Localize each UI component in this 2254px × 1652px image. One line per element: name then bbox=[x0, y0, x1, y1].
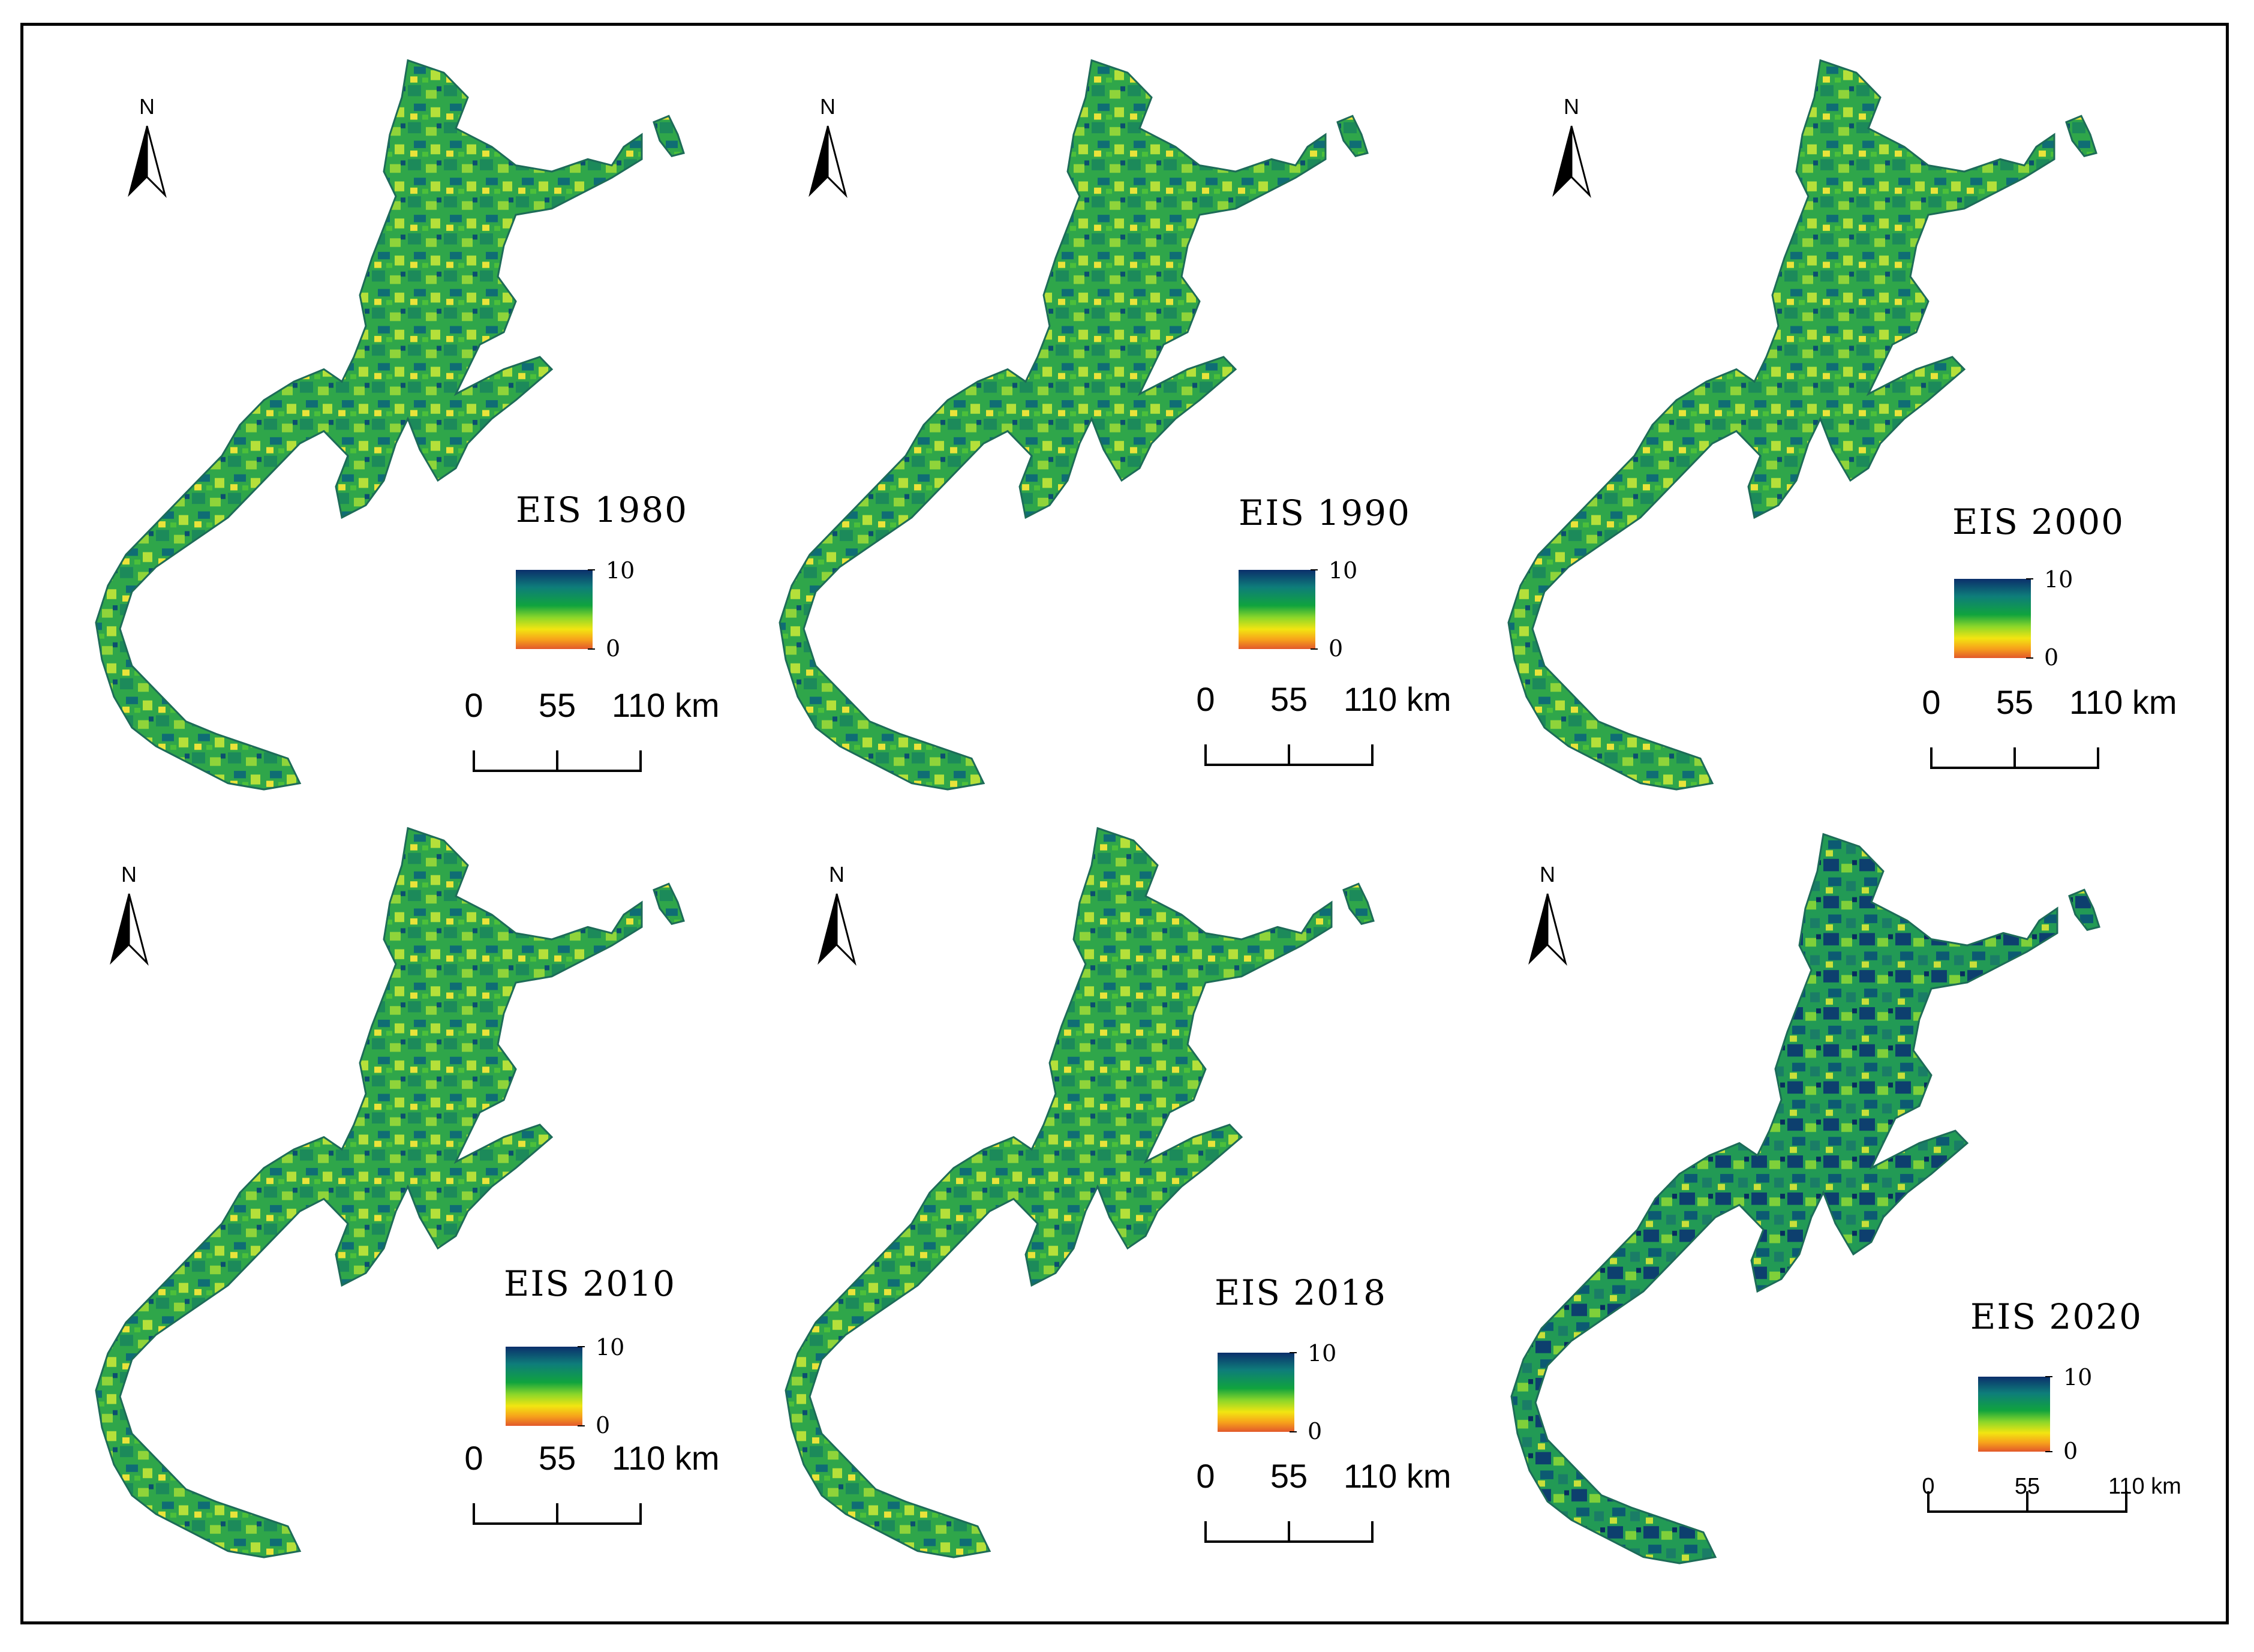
region-shape bbox=[1510, 833, 2058, 1564]
map-title: EIS 2000 bbox=[1952, 501, 2124, 542]
scale-tick-label: 0 bbox=[1196, 1457, 1215, 1495]
region-map bbox=[1510, 833, 2100, 1564]
scale-tick-label: 110 km bbox=[1344, 680, 1451, 718]
island-shape bbox=[1342, 882, 1375, 925]
region-map bbox=[779, 59, 1369, 791]
north-arrow-icon: N bbox=[110, 862, 149, 966]
north-label: N bbox=[1540, 862, 1555, 887]
north-arrow-icon: N bbox=[128, 94, 167, 198]
map-title: EIS 2020 bbox=[1970, 1296, 2142, 1337]
map-title: EIS 2010 bbox=[504, 1263, 676, 1304]
north-label: N bbox=[1564, 94, 1579, 119]
north-label: N bbox=[820, 94, 836, 119]
scale-tick-label: 55 bbox=[1270, 680, 1308, 718]
map-panel: N EIS 1980 10 0 0 55 110 km bbox=[95, 59, 719, 791]
north-arrow-icon: N bbox=[1528, 862, 1567, 966]
north-label: N bbox=[121, 862, 137, 887]
scale-bar: 0 55 110 km bbox=[1196, 680, 1451, 766]
legend-min-label: 0 bbox=[1329, 635, 1343, 662]
island-shape bbox=[2065, 115, 2097, 157]
legend-min-label: 0 bbox=[2044, 644, 2058, 671]
region-map bbox=[1507, 59, 2097, 791]
region-shape bbox=[95, 59, 643, 791]
north-label: N bbox=[829, 862, 845, 887]
scale-tick-label: 110 km bbox=[612, 1439, 719, 1477]
region-shape bbox=[785, 827, 1333, 1558]
scale-bar: 0 55 110 km bbox=[1922, 683, 2177, 769]
region-shape bbox=[779, 59, 1327, 791]
region-shape bbox=[1507, 59, 2055, 791]
color-ramp-legend bbox=[516, 570, 593, 649]
color-ramp-legend bbox=[1978, 1377, 2050, 1452]
map-panel: N EIS 1990 10 0 0 55 110 km bbox=[779, 59, 1451, 791]
legend-max-label: 10 bbox=[1329, 557, 1357, 584]
island-shape bbox=[2068, 888, 2100, 931]
region-map bbox=[785, 827, 1375, 1558]
legend-max-label: 10 bbox=[596, 1334, 624, 1360]
scale-tick-label: 55 bbox=[1996, 683, 2033, 721]
island-shape bbox=[1336, 115, 1369, 157]
color-ramp-legend bbox=[1239, 570, 1315, 649]
north-arrow-icon: N bbox=[809, 94, 847, 198]
region-shape bbox=[95, 827, 643, 1558]
legend-min-label: 0 bbox=[596, 1412, 610, 1438]
scale-bar: 0 55 110 km bbox=[1196, 1457, 1451, 1543]
legend-min-label: 0 bbox=[1308, 1418, 1322, 1444]
scale-tick-label: 55 bbox=[539, 686, 576, 724]
scale-tick-label: 110 km bbox=[2069, 683, 2177, 721]
north-arrow-icon: N bbox=[1552, 94, 1591, 198]
island-shape bbox=[653, 115, 685, 157]
scale-tick-label: 55 bbox=[539, 1439, 576, 1477]
region-map bbox=[95, 59, 685, 791]
legend-max-label: 10 bbox=[606, 557, 635, 584]
legend-max-label: 10 bbox=[1308, 1340, 1336, 1366]
scale-tick-label: 0 bbox=[464, 1439, 483, 1477]
map-panel: N EIS 2010 10 0 0 55 110 km bbox=[95, 827, 719, 1558]
map-panel: N EIS 2000 10 0 0 55 110 km bbox=[1507, 59, 2177, 791]
map-title: EIS 1980 bbox=[516, 489, 688, 530]
color-ramp-legend bbox=[506, 1347, 582, 1426]
scale-tick-label: 55 bbox=[1270, 1457, 1308, 1495]
legend-min-label: 0 bbox=[2063, 1438, 2078, 1464]
scale-tick-label: 110 km bbox=[1344, 1457, 1451, 1495]
color-ramp-legend bbox=[1954, 579, 2031, 658]
north-label: N bbox=[139, 94, 155, 119]
legend-min-label: 0 bbox=[606, 635, 620, 662]
color-ramp-legend bbox=[1218, 1353, 1294, 1432]
scale-tick-label: 0 bbox=[464, 686, 483, 724]
legend-max-label: 10 bbox=[2044, 566, 2073, 593]
scale-tick-label: 110 km bbox=[612, 686, 719, 724]
scale-tick-label: 55 bbox=[2015, 1474, 2040, 1499]
island-shape bbox=[653, 882, 685, 925]
scale-bar: 0 55 110 km bbox=[464, 686, 719, 772]
region-map bbox=[95, 827, 685, 1558]
scale-tick-label: 0 bbox=[1922, 1474, 1934, 1499]
map-title: EIS 2018 bbox=[1215, 1272, 1387, 1313]
map-title: EIS 1990 bbox=[1239, 492, 1411, 533]
legend-max-label: 10 bbox=[2063, 1364, 2092, 1390]
scale-bar: 0 55 110 km bbox=[464, 1439, 719, 1525]
north-arrow-icon: N bbox=[818, 862, 856, 966]
map-panel: N EIS 2020 10 0 0 55 110 km bbox=[1510, 833, 2181, 1564]
scale-tick-label: 0 bbox=[1196, 680, 1215, 718]
scale-tick-label: 110 km bbox=[2108, 1474, 2181, 1499]
scale-tick-label: 0 bbox=[1922, 683, 1940, 721]
scale-bar: 0 55 110 km bbox=[1922, 1474, 2181, 1513]
